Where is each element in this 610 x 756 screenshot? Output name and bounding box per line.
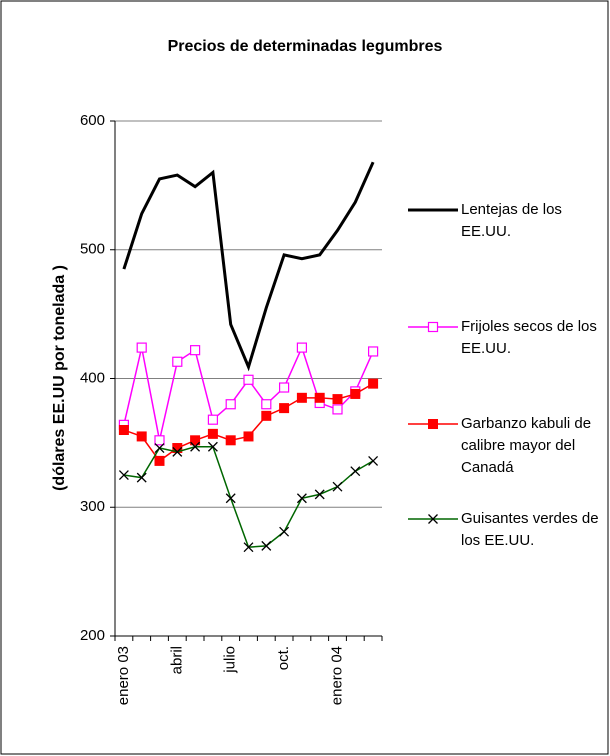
marker [225, 399, 236, 410]
marker [136, 342, 147, 353]
marker [296, 342, 307, 353]
marker [207, 428, 218, 439]
y-tick-label: 300 [80, 498, 105, 515]
marker [350, 388, 361, 399]
marker [428, 514, 438, 524]
marker [190, 435, 201, 446]
marker [332, 404, 343, 415]
marker [243, 542, 254, 553]
marker [332, 481, 343, 492]
marker [261, 399, 272, 410]
marker [427, 321, 439, 333]
marker [118, 425, 129, 435]
marker [225, 435, 236, 446]
x-tick-label: abril [168, 646, 185, 674]
marker [332, 394, 343, 405]
y-tick-label: 500 [80, 241, 105, 258]
marker [368, 378, 379, 389]
marker [172, 356, 183, 367]
marker [368, 346, 379, 357]
marker [279, 526, 290, 537]
legend-label: Lentejas de los EE.UU. [461, 201, 562, 240]
x-tick-label: oct. [275, 646, 292, 670]
marker [154, 435, 165, 446]
marker [136, 472, 147, 483]
marker [314, 489, 325, 500]
marker [350, 466, 361, 477]
x-tick-label: enero 04 [328, 646, 345, 705]
legend-label: Frijoles secos de los EE.UU. [461, 318, 597, 357]
marker [172, 446, 183, 457]
marker [261, 540, 272, 551]
marker [154, 455, 165, 466]
marker [279, 403, 290, 414]
y-tick-label: 600 [80, 112, 105, 129]
legend-label: Garbanzo kabuli de calibre mayor del Can… [461, 415, 592, 476]
marker [118, 470, 129, 481]
marker [243, 431, 254, 442]
marker [296, 493, 307, 504]
marker [190, 441, 201, 452]
marker [190, 345, 201, 356]
marker [279, 382, 290, 393]
marker [261, 410, 272, 421]
marker [428, 419, 438, 429]
y-tick-label: 400 [80, 369, 105, 386]
marker [207, 441, 218, 452]
marker [207, 414, 218, 425]
marker [225, 493, 236, 504]
y-tick-label: 200 [80, 627, 105, 644]
x-tick-label: enero 03 [115, 646, 132, 705]
marker [296, 392, 307, 403]
marker [136, 431, 147, 442]
x-tick-label: julio [222, 646, 239, 674]
series-line [122, 161, 375, 372]
marker [314, 392, 325, 403]
legend-label: Guisantes verdes de los EE.UU. [461, 510, 599, 549]
marker [368, 455, 379, 466]
marker [243, 374, 254, 385]
marker [154, 443, 165, 453]
chart-title: Precios de determinadas legumbres [168, 38, 443, 55]
y-axis-label: (dólares EE.UU por tonelada ) [51, 265, 68, 491]
